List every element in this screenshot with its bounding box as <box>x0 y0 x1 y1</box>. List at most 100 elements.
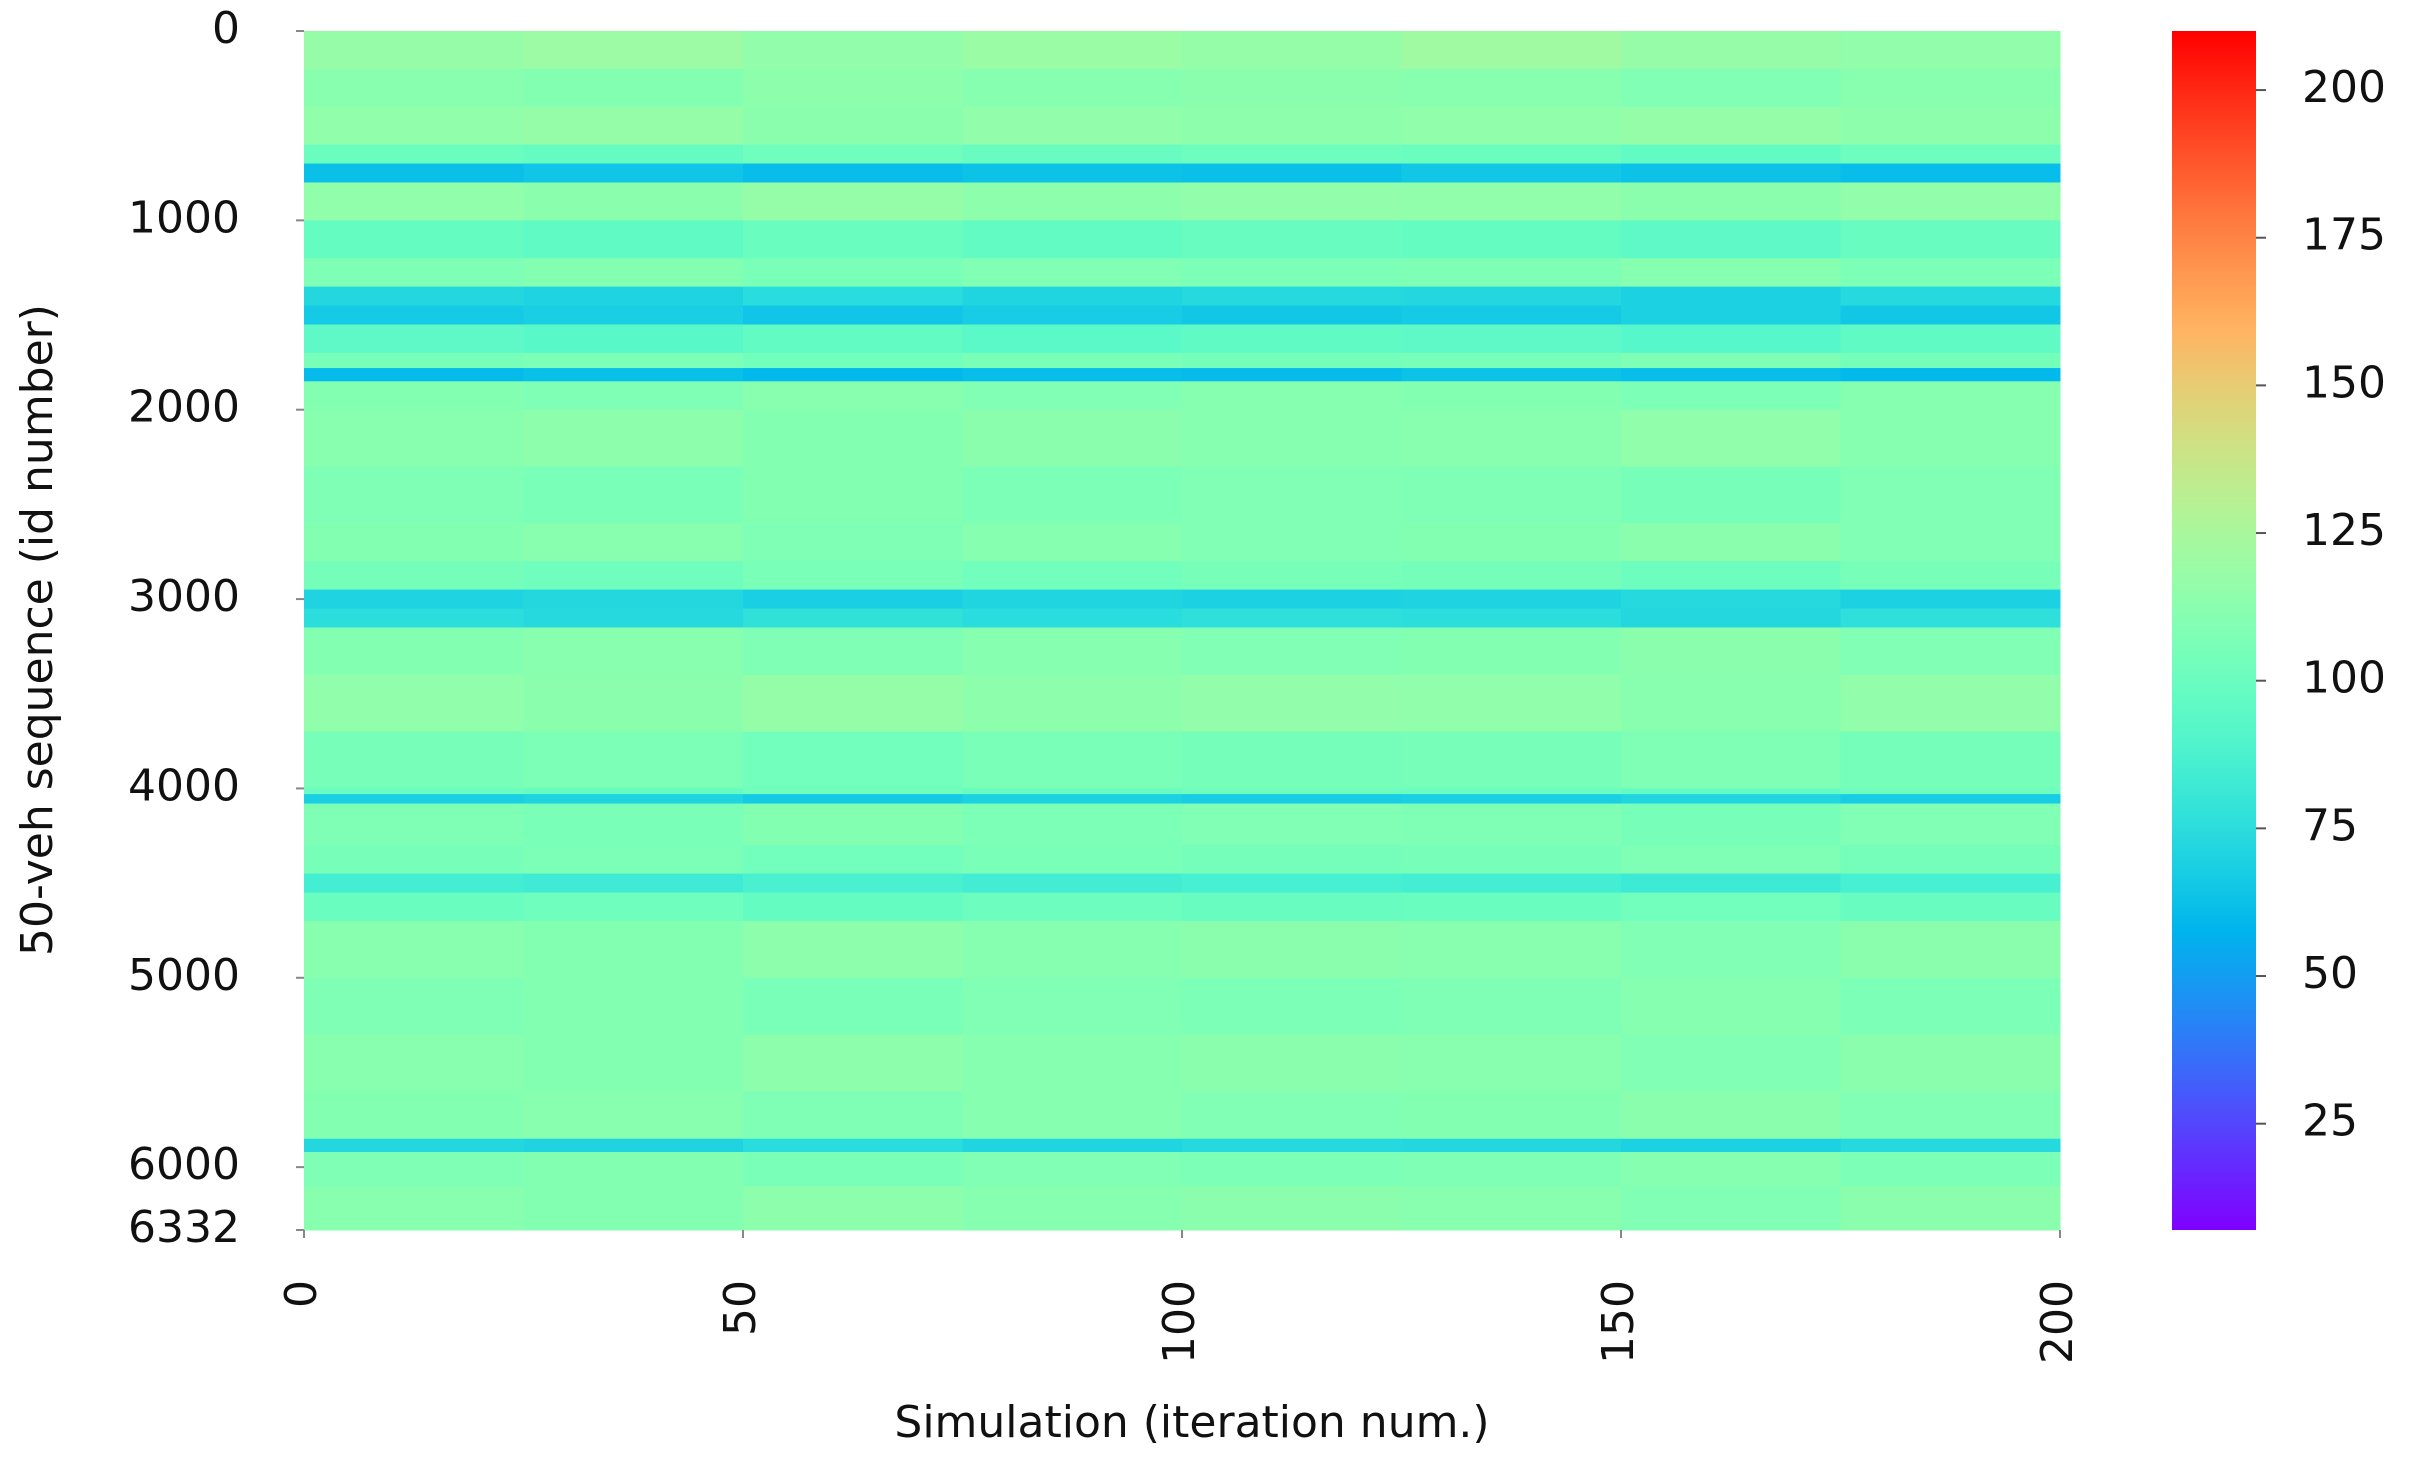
heatmap-cell <box>523 1151 744 1187</box>
heatmap-cell <box>304 144 524 165</box>
heatmap-cell <box>743 1034 963 1092</box>
heatmap-cell <box>962 627 1183 676</box>
heatmap-cell <box>1621 305 1841 326</box>
heatmap-cell <box>523 803 744 846</box>
heatmap-cell <box>1840 920 2061 979</box>
heatmap-cell <box>1621 144 1841 165</box>
x-tick-label: 100 <box>1154 1280 1205 1364</box>
heatmap-cell <box>1182 324 1402 354</box>
y-axis-title: 50-veh sequence (id number) <box>12 304 63 956</box>
heatmap-cell <box>304 409 524 468</box>
heatmap-cell <box>962 324 1183 354</box>
heatmap-cell <box>1182 1091 1402 1140</box>
heatmap-cell <box>523 466 744 524</box>
heatmap-cell <box>1182 803 1402 846</box>
heatmap-cell <box>1182 106 1402 146</box>
heatmap-cell <box>523 305 744 326</box>
heatmap-cell <box>304 31 524 70</box>
heatmap-cell <box>1401 1091 1622 1140</box>
heatmap-cell <box>304 794 524 805</box>
heatmap-cell <box>304 466 524 524</box>
heatmap-cell <box>304 920 524 979</box>
heatmap-cell <box>1401 466 1622 524</box>
heatmap-cell <box>743 892 963 922</box>
x-tick-label: 50 <box>715 1280 766 1336</box>
heatmap-cell <box>743 68 963 108</box>
y-tick-label: 0 <box>212 3 240 54</box>
heatmap-cell <box>743 1091 963 1140</box>
heatmap-cell <box>1401 286 1622 307</box>
heatmap-cell <box>523 873 744 894</box>
heatmap-cell <box>1840 608 2061 628</box>
heatmap-cell <box>1182 561 1402 591</box>
heatmap-cell <box>962 1138 1183 1153</box>
heatmap-cell <box>1840 409 2061 468</box>
heatmap-cell <box>962 220 1183 259</box>
heatmap-cell <box>1182 286 1402 307</box>
heatmap-cell <box>304 1034 524 1092</box>
heatmap-cell <box>962 920 1183 979</box>
heatmap-cell <box>1182 674 1402 733</box>
heatmap-cell <box>1182 409 1402 468</box>
heatmap-cell <box>962 182 1183 221</box>
heatmap-cell <box>1621 589 1841 610</box>
heatmap-cell <box>1182 31 1402 70</box>
colorbar-tick-label: 100 <box>2302 653 2386 704</box>
x-tick-label: 200 <box>2032 1280 2083 1364</box>
heatmap-cell <box>1401 182 1622 221</box>
heatmap-cell <box>1401 31 1622 70</box>
heatmap-cell <box>1401 561 1622 591</box>
heatmap-cell <box>1401 220 1622 259</box>
heatmap-cell <box>1840 1034 2061 1092</box>
colorbar <box>2172 31 2256 1230</box>
colorbar-tick-label: 175 <box>2302 210 2386 261</box>
heatmap-cell <box>304 324 524 354</box>
heatmap-cell <box>523 324 744 354</box>
heatmap-cell <box>1182 794 1402 805</box>
heatmap-cell <box>1182 788 1402 795</box>
heatmap-cell <box>523 674 744 733</box>
heatmap-cell <box>1840 674 2061 733</box>
heatmap-cell <box>523 409 744 468</box>
y-tick-label: 6332 <box>128 1202 240 1253</box>
heatmap-cell <box>743 845 963 875</box>
heatmap-cell <box>1401 892 1622 922</box>
heatmap-cell <box>743 608 963 628</box>
heatmap-cell <box>962 892 1183 922</box>
heatmap-cell <box>743 368 963 382</box>
heatmap-cell <box>1182 845 1402 875</box>
heatmap-cell <box>743 561 963 591</box>
heatmap-cell <box>743 794 963 805</box>
x-tick-label: 0 <box>276 1280 327 1308</box>
heatmap-cell <box>304 68 524 108</box>
heatmap-cell <box>304 182 524 221</box>
x-axis-title: Simulation (iteration num.) <box>894 1397 1489 1448</box>
heatmap-cell <box>743 977 963 1036</box>
heatmap-cell <box>743 731 963 789</box>
heatmap-cell <box>1401 1151 1622 1187</box>
heatmap-cell <box>1840 1151 2061 1187</box>
heatmap-cell <box>962 794 1183 805</box>
heatmap-cell <box>523 352 744 369</box>
heatmap-cell <box>304 1091 524 1140</box>
heatmap-cell <box>1401 674 1622 733</box>
heatmap-cell <box>304 1186 524 1231</box>
heatmap-cell <box>1182 182 1402 221</box>
heatmap-cell <box>1621 794 1841 805</box>
heatmap-cell <box>1840 794 2061 805</box>
heatmap-cell <box>1621 608 1841 628</box>
heatmap-cell <box>1621 286 1841 307</box>
heatmap-cell <box>523 106 744 146</box>
heatmap-cell <box>1621 1034 1841 1092</box>
heatmap-cell <box>1401 144 1622 165</box>
colorbar-tick-label: 150 <box>2302 357 2386 408</box>
heatmap-cell <box>743 788 963 795</box>
heatmap-cell <box>1621 788 1841 795</box>
heatmap-cell <box>743 106 963 146</box>
heatmap-cell <box>743 466 963 524</box>
heatmap-cell <box>1840 892 2061 922</box>
heatmap-cell <box>1401 305 1622 326</box>
heatmap-cell <box>1840 31 2061 70</box>
heatmap-cell <box>304 608 524 628</box>
heatmap-cell <box>523 1034 744 1092</box>
